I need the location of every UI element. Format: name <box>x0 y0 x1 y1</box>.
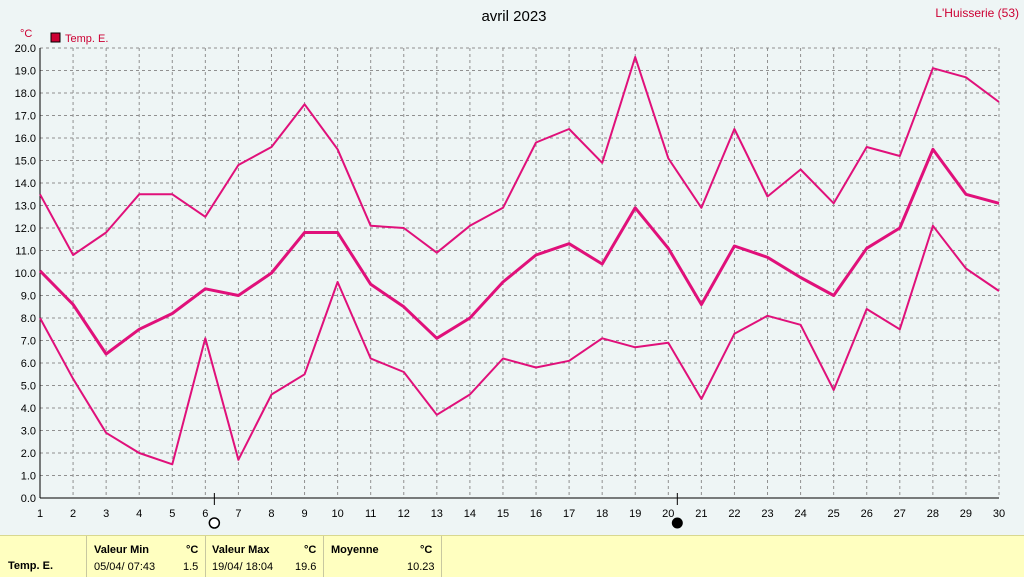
stats-series-label: Temp. E. <box>8 560 54 572</box>
x-tick-label: 19 <box>629 508 641 520</box>
stats-divider <box>323 536 324 577</box>
x-tick-label: 21 <box>695 508 707 520</box>
x-tick-label: 18 <box>596 508 608 520</box>
y-tick-label: 13.0 <box>15 201 36 213</box>
x-tick-label: 6 <box>202 508 208 520</box>
x-tick-label: 14 <box>464 508 476 520</box>
min-unit: °C <box>186 544 199 556</box>
stats-divider <box>86 536 87 577</box>
series-line <box>39 224 1000 466</box>
full-moon-icon <box>208 517 221 529</box>
y-tick-label: 7.0 <box>21 336 36 348</box>
x-tick-label: 8 <box>268 508 274 520</box>
x-tick-label: 23 <box>761 508 773 520</box>
stats-panel: Temp. E. Valeur Min °C 05/04/ 07:43 1.5 … <box>0 535 1024 577</box>
x-tick-label: 12 <box>398 508 410 520</box>
y-tick-label: 19.0 <box>15 66 36 78</box>
x-tick-label: 5 <box>169 508 175 520</box>
x-tick-label: 20 <box>662 508 674 520</box>
x-tick-label: 4 <box>136 508 142 520</box>
x-tick-label: 17 <box>563 508 575 520</box>
y-axis-unit: °C <box>20 28 32 40</box>
max-unit: °C <box>304 544 317 556</box>
plot-background <box>40 48 999 498</box>
y-tick-label: 0.0 <box>21 493 36 505</box>
x-tick-label: 30 <box>993 508 1005 520</box>
series-line <box>39 56 1000 256</box>
legend-label: Temp. E. <box>65 33 108 45</box>
y-tick-label: 14.0 <box>15 178 36 190</box>
x-tick-label: 11 <box>365 508 376 520</box>
station-name: L'Huisserie (53) <box>935 6 1019 20</box>
y-tick-label: 10.0 <box>15 268 36 280</box>
x-tick-label: 1 <box>37 508 43 520</box>
x-tick-label: 15 <box>497 508 509 520</box>
x-tick-label: 24 <box>794 508 806 520</box>
series-line <box>38 147 1000 356</box>
min-value: 1.5 <box>183 561 199 573</box>
y-tick-label: 9.0 <box>21 291 36 303</box>
x-tick-label: 25 <box>828 508 840 520</box>
x-tick-label: 22 <box>728 508 740 520</box>
x-tick-label: 13 <box>431 508 443 520</box>
chart-title: avril 2023 <box>481 8 546 25</box>
stats-divider <box>441 536 442 577</box>
y-tick-label: 11.0 <box>15 246 36 258</box>
x-tick-label: 28 <box>927 508 939 520</box>
x-tick-label: 29 <box>960 508 972 520</box>
x-tick-label: 7 <box>235 508 241 520</box>
temperature-chart: avril 2023 L'Huisserie (53) °C Temp. E. … <box>15 6 1019 529</box>
y-tick-label: 17.0 <box>15 111 36 123</box>
max-date: 19/04/ 18:04 <box>212 561 274 573</box>
max-header: Valeur Max <box>212 544 270 556</box>
x-tick-label: 10 <box>331 508 343 520</box>
x-tick-label: 16 <box>530 508 542 520</box>
y-tick-label: 20.0 <box>15 43 36 55</box>
y-tick-label: 2.0 <box>21 448 36 460</box>
y-tick-label: 3.0 <box>21 426 36 438</box>
stats-divider <box>205 536 206 577</box>
y-tick-label: 8.0 <box>21 313 36 325</box>
y-tick-label: 1.0 <box>21 471 36 483</box>
plot-area: 0.01.02.03.04.05.06.07.08.09.010.011.012… <box>15 43 1005 529</box>
x-tick-label: 3 <box>103 508 109 520</box>
y-tick-label: 5.0 <box>21 381 36 393</box>
legend-swatch <box>50 32 61 43</box>
x-tick-label: 9 <box>301 508 307 520</box>
y-tick-label: 4.0 <box>21 403 36 415</box>
y-tick-label: 6.0 <box>21 358 36 370</box>
x-tick-label: 2 <box>70 508 76 520</box>
min-date: 05/04/ 07:43 <box>94 561 156 573</box>
min-header: Valeur Min <box>94 544 150 556</box>
mean-value: 10.23 <box>407 561 435 573</box>
x-tick-label: 27 <box>894 508 906 520</box>
y-tick-label: 15.0 <box>15 156 36 168</box>
new-moon-icon <box>671 517 683 529</box>
x-tick-label: 26 <box>861 508 873 520</box>
mean-header: Moyenne <box>331 544 379 556</box>
max-value: 19.6 <box>295 561 317 573</box>
y-tick-label: 12.0 <box>15 223 36 235</box>
y-tick-label: 16.0 <box>15 133 36 145</box>
mean-unit: °C <box>420 544 433 556</box>
y-tick-label: 18.0 <box>15 88 36 100</box>
